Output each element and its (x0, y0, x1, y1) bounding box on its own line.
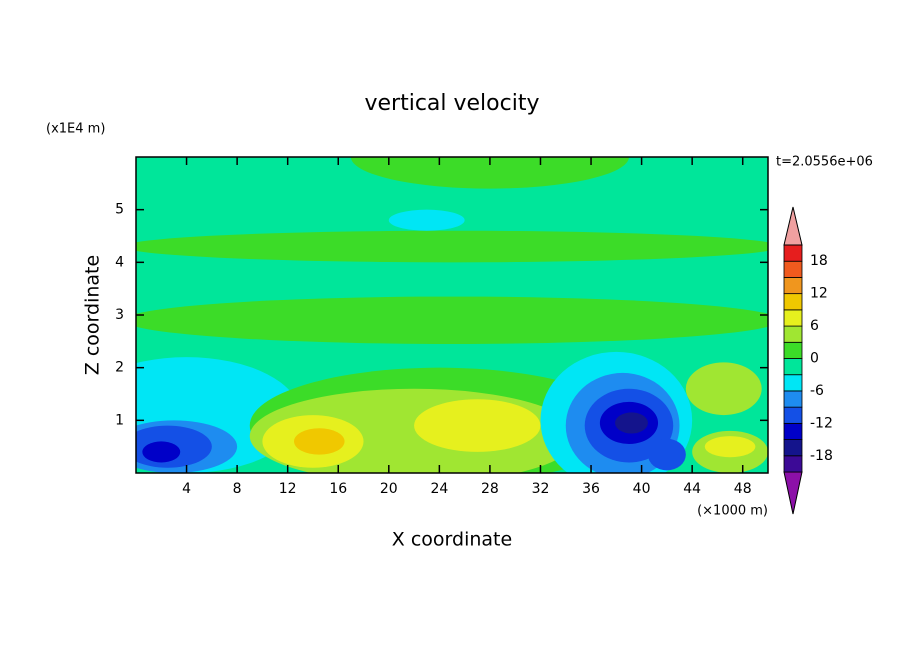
chart-title: vertical velocity (364, 91, 539, 116)
colorbar-band (783, 358, 803, 376)
colorbar-triangle (783, 206, 803, 246)
colorbar-label: -6 (810, 383, 824, 399)
colorbar-label: -18 (810, 448, 833, 464)
colorbar-triangle (783, 471, 803, 515)
colorbar-band (783, 341, 803, 359)
contour-region (388, 209, 465, 231)
colorbar-band (783, 260, 803, 278)
x-tick-label: 20 (380, 481, 398, 497)
x-tick-label: 12 (279, 481, 297, 497)
x-axis-label: X coordinate (392, 529, 512, 551)
x-tick-label: 16 (329, 481, 347, 497)
colorbar-label: 0 (810, 351, 819, 367)
colorbar-band (783, 325, 803, 343)
x-tick-label: 44 (683, 481, 701, 497)
colorbar-band (783, 422, 803, 440)
contour-region (350, 157, 629, 189)
colorbar-band (783, 277, 803, 295)
colorbar-label: -12 (810, 415, 833, 431)
x-tick-label: 36 (582, 481, 600, 497)
contour-region (142, 441, 181, 463)
colorbar-band (783, 439, 803, 457)
colorbar-band (783, 309, 803, 327)
colorbar-band (783, 374, 803, 392)
contour-region (685, 362, 762, 416)
colorbar-band (783, 455, 803, 473)
colorbar-label: 18 (810, 253, 828, 269)
colorbar-band (783, 293, 803, 311)
contour-region (136, 230, 768, 263)
x-tick-label: 24 (430, 481, 448, 497)
x-tick-label: 4 (182, 481, 191, 497)
contour-region (615, 412, 648, 434)
y-unit: (x1E4 m) (46, 122, 105, 137)
y-tick-label: 1 (115, 412, 124, 428)
colorbar-label: 6 (810, 318, 819, 334)
colorbar-band (783, 244, 803, 262)
x-tick-label: 28 (481, 481, 499, 497)
contour-field (136, 157, 768, 473)
x-unit: (×1000 m) (697, 504, 768, 519)
colorbar-label: 12 (810, 286, 828, 302)
time-label: t=2.0556e+06 (776, 155, 873, 170)
y-tick-label: 3 (115, 307, 124, 323)
y-tick-label: 2 (115, 360, 124, 376)
x-tick-label: 8 (233, 481, 242, 497)
colorbar-band (783, 406, 803, 424)
axes: 4 8 12 16 20 24 28 32 36 40 44 4812345-18-12-606121… (115, 156, 833, 515)
y-tick-label: 4 (115, 254, 124, 270)
x-tick-label: 48 (734, 481, 752, 497)
colorbar-band (783, 390, 803, 408)
x-tick-label: 32 (532, 481, 550, 497)
contour-region (136, 296, 768, 344)
x-tick-label: 40 (633, 481, 651, 497)
contour-region (647, 438, 686, 471)
y-tick-label: 5 (115, 202, 124, 218)
contour-region (704, 436, 756, 458)
contour-region (294, 428, 345, 455)
y-axis-label: Z coordinate (82, 255, 104, 375)
contour-region (414, 399, 541, 452)
